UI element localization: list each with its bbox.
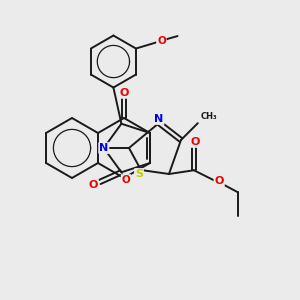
Text: O: O [88, 180, 98, 190]
Text: O: O [122, 175, 130, 185]
Text: O: O [190, 137, 200, 147]
Text: O: O [157, 36, 166, 46]
Text: O: O [119, 88, 129, 98]
Text: S: S [135, 169, 143, 179]
Text: O: O [214, 176, 224, 186]
Text: N: N [99, 143, 108, 153]
Text: N: N [154, 114, 164, 124]
Text: CH₃: CH₃ [201, 112, 218, 121]
